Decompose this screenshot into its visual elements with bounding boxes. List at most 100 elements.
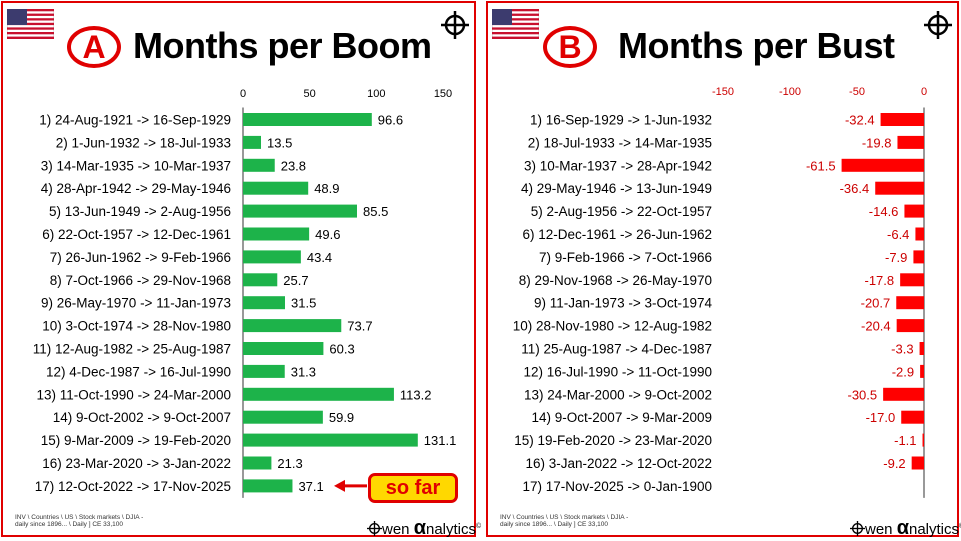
bar <box>243 410 323 424</box>
logo-suffix: nalytics <box>909 521 960 538</box>
data-label: -17.0 <box>866 410 896 425</box>
data-label: -32.4 <box>845 113 875 128</box>
logo-crosshair-icon <box>367 521 382 536</box>
data-label: 96.6 <box>378 113 403 128</box>
category-label: 11) 25-Aug-1987 -> 4-Dec-1987 <box>521 342 712 357</box>
category-label: 15) 19-Feb-2020 -> 23-Mar-2020 <box>514 433 712 448</box>
data-label: 85.5 <box>363 204 388 219</box>
data-label: -30.5 <box>847 387 877 402</box>
category-label: 12) 4-Dec-1987 -> 16-Jul-1990 <box>46 364 231 379</box>
data-label: 31.5 <box>291 296 316 311</box>
category-label: 17) 17-Nov-2025 -> 0-Jan-1900 <box>523 479 713 494</box>
data-label: -9.2 <box>883 456 905 471</box>
category-label: 3) 14-Mar-1935 -> 10-Mar-1937 <box>41 158 231 173</box>
bar <box>904 204 924 218</box>
data-label: 43.4 <box>307 250 332 265</box>
category-label: 11) 12-Aug-1982 -> 25-Aug-1987 <box>33 342 231 357</box>
bar <box>243 479 293 493</box>
x-tick-label: -100 <box>779 86 801 98</box>
data-label: 13.5 <box>267 135 292 150</box>
bar <box>922 433 924 447</box>
category-label: 17) 12-Oct-2022 -> 17-Nov-2025 <box>35 479 231 494</box>
logo-suffix: nalytics <box>426 521 477 538</box>
panel-months-per-bust: B Months per Bust -150 -100 -50 0 1) 16-Sep-… <box>486 1 961 540</box>
category-label: 3) 10-Mar-1937 -> 28-Apr-1942 <box>524 158 712 173</box>
category-label: 8) 29-Nov-1968 -> 26-May-1970 <box>519 273 712 288</box>
data-label: 21.3 <box>277 456 302 471</box>
bar <box>243 227 310 241</box>
category-label: 1) 16-Sep-1929 -> 1-Jun-1932 <box>530 113 712 128</box>
category-label: 6) 12-Dec-1961 -> 26-Jun-1962 <box>523 227 713 242</box>
data-label: -14.6 <box>869 204 899 219</box>
category-label: 15) 9-Mar-2009 -> 19-Feb-2020 <box>41 433 231 448</box>
category-label: 10) 28-Nov-1980 -> 12-Aug-1982 <box>513 319 712 334</box>
bar <box>841 158 924 172</box>
data-label: 25.7 <box>283 273 308 288</box>
bar <box>913 250 924 264</box>
footnote-line: INV \ Countries \ US \ Stock markets \ D… <box>15 514 144 521</box>
bar <box>243 250 301 264</box>
x-tick-label: 100 <box>367 88 385 100</box>
owen-analytics-logo: wen αnalytics© <box>850 517 961 540</box>
boom-bar-chart: 0 50 100 150 1) 24-Aug-1921 -> 16-Sep-1929 96… <box>33 88 457 498</box>
bar <box>897 135 924 149</box>
data-label: 49.6 <box>315 227 340 242</box>
category-label: 1) 24-Aug-1921 -> 16-Sep-1929 <box>39 113 231 128</box>
logo-text: wen <box>382 521 410 538</box>
us-flag-icon <box>7 9 54 39</box>
us-flag-icon <box>492 9 539 39</box>
bar <box>243 181 309 195</box>
category-label: 16) 3-Jan-2022 -> 12-Oct-2022 <box>526 456 712 471</box>
bar <box>920 364 924 378</box>
category-label: 16) 23-Mar-2020 -> 3-Jan-2022 <box>42 456 231 471</box>
bar <box>243 456 272 470</box>
category-label: 7) 26-Jun-1962 -> 9-Feb-1966 <box>50 250 231 265</box>
panel-letter-badge: B <box>543 26 597 68</box>
category-label: 9) 11-Jan-1973 -> 3-Oct-1974 <box>534 296 712 311</box>
data-label: -36.4 <box>840 181 870 196</box>
data-label: -20.7 <box>861 296 891 311</box>
logo-alpha: α <box>896 517 909 539</box>
owen-analytics-logo: wen αnalytics© <box>367 517 481 540</box>
bar <box>243 364 285 378</box>
x-tick-label: -50 <box>849 86 865 98</box>
category-label: 14) 9-Oct-2002 -> 9-Oct-2007 <box>53 410 231 425</box>
data-label: 60.3 <box>329 342 354 357</box>
data-label: 37.1 <box>298 479 323 494</box>
data-label: -2.9 <box>892 364 914 379</box>
bar <box>243 273 278 287</box>
data-label: -17.8 <box>865 273 895 288</box>
chart-title: Months per Bust <box>618 25 895 66</box>
bar <box>883 387 924 401</box>
category-label: 9) 26-May-1970 -> 11-Jan-1973 <box>41 296 231 311</box>
data-label: -1.1 <box>894 433 916 448</box>
copyright-mark: © <box>959 523 961 530</box>
bar <box>243 158 275 172</box>
bar <box>243 204 357 218</box>
data-label: -3.3 <box>891 342 913 357</box>
data-label: -7.9 <box>885 250 907 265</box>
data-label: 31.3 <box>291 364 316 379</box>
data-label: 73.7 <box>347 319 372 334</box>
data-label: 131.1 <box>424 433 457 448</box>
category-label: 4) 29-May-1946 -> 13-Jun-1949 <box>521 181 712 196</box>
source-footnote: INV \ Countries \ US \ Stock markets \ D… <box>15 514 185 528</box>
panel-months-per-boom: A Months per Boom 0 50 100 150 1) 24-Aug-192… <box>1 1 481 539</box>
category-label: 13) 24-Mar-2000 -> 9-Oct-2002 <box>524 387 712 402</box>
bust-bar-chart: -150 -100 -50 0 1) 16-Sep-1929 -> 1-Jun-1932… <box>513 86 927 498</box>
bar <box>243 135 261 149</box>
bar <box>911 456 924 470</box>
bar <box>896 296 924 310</box>
data-label: 113.2 <box>400 387 432 402</box>
footnote-line: daily since 1896... \ Daily ] CE 33,100 <box>500 521 609 528</box>
category-label: 13) 11-Oct-1990 -> 24-Mar-2000 <box>37 387 231 402</box>
data-label: -19.8 <box>862 135 892 150</box>
bar <box>901 410 924 424</box>
crosshair-icon <box>924 11 952 39</box>
copyright-mark: © <box>476 523 482 530</box>
category-label: 12) 16-Jul-1990 -> 11-Oct-1990 <box>524 364 712 379</box>
bar <box>900 273 924 287</box>
category-label: 5) 13-Jun-1949 -> 2-Aug-1956 <box>49 204 231 219</box>
category-label: 7) 9-Feb-1966 -> 7-Oct-1966 <box>539 250 712 265</box>
category-label: 10) 3-Oct-1974 -> 28-Nov-1980 <box>42 319 231 334</box>
